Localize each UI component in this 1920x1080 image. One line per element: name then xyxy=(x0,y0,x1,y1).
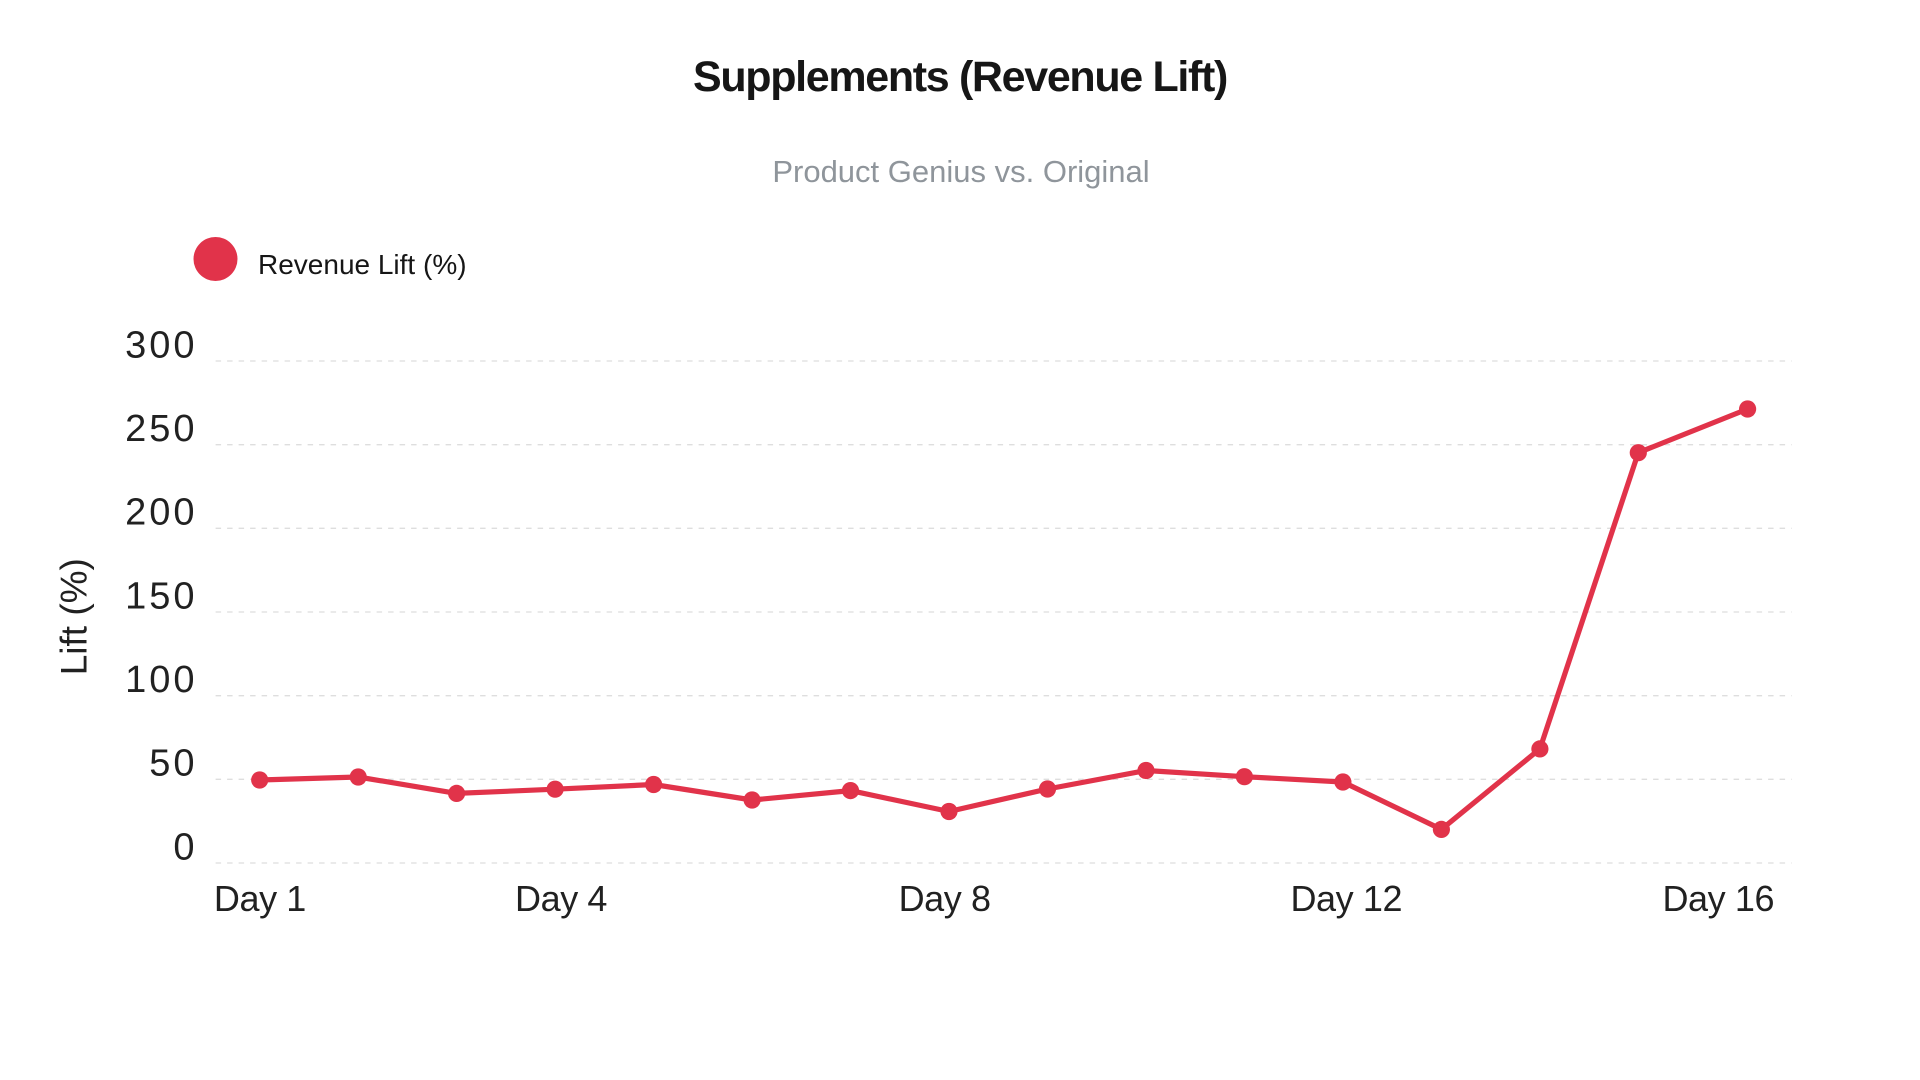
svg-text:150: 150 xyxy=(125,575,197,617)
svg-text:Supplements (Revenue Lift): Supplements (Revenue Lift) xyxy=(693,53,1227,101)
svg-text:100: 100 xyxy=(125,659,197,701)
svg-text:Product Genius vs. Original: Product Genius vs. Original xyxy=(772,154,1149,189)
svg-text:Day 4: Day 4 xyxy=(515,878,607,919)
svg-text:200: 200 xyxy=(125,492,197,534)
svg-text:Revenue Lift (%): Revenue Lift (%) xyxy=(258,249,467,280)
svg-text:300: 300 xyxy=(125,324,197,366)
svg-text:0: 0 xyxy=(173,826,197,868)
svg-text:50: 50 xyxy=(149,743,197,785)
svg-text:250: 250 xyxy=(125,408,197,450)
svg-text:Day 16: Day 16 xyxy=(1662,878,1774,919)
svg-text:Day 1: Day 1 xyxy=(214,878,306,919)
svg-text:Lift (%): Lift (%) xyxy=(54,558,95,675)
svg-text:Day 12: Day 12 xyxy=(1290,878,1402,919)
svg-text:Day 8: Day 8 xyxy=(899,878,991,919)
